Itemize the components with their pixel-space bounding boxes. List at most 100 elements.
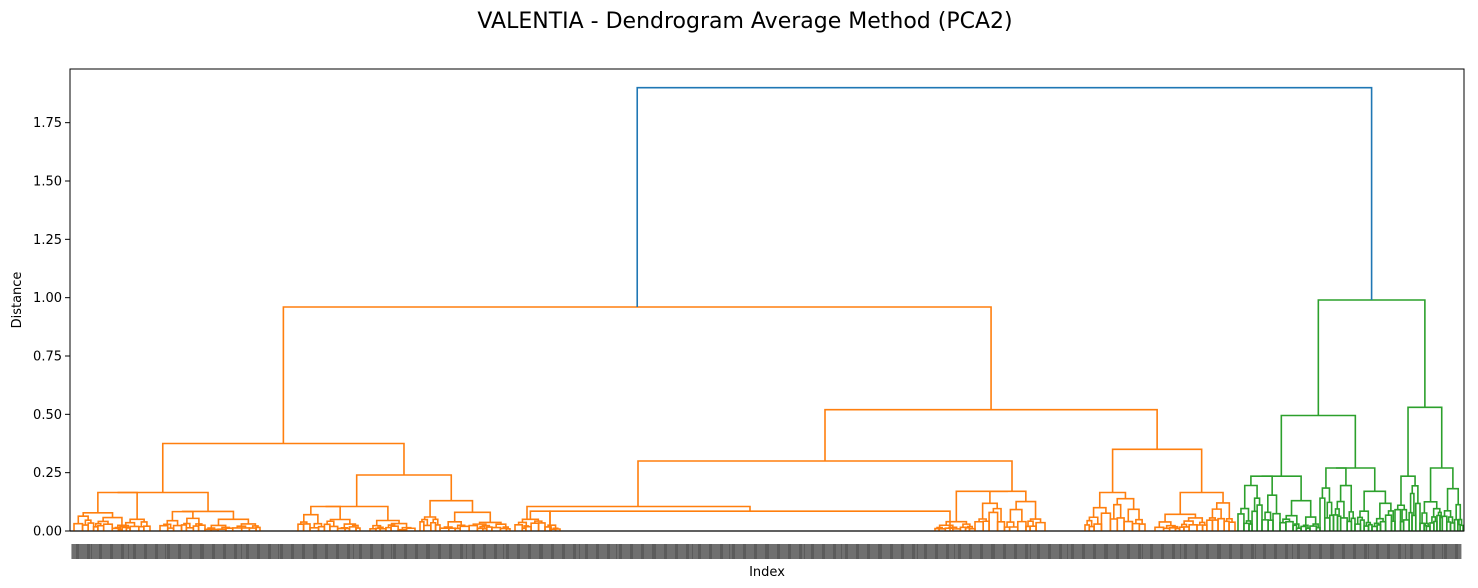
dendrogram-link bbox=[1027, 520, 1034, 527]
y-tick-label: 0.50 bbox=[33, 408, 62, 423]
dendrogram-link bbox=[317, 525, 326, 531]
dendrogram-link bbox=[432, 518, 439, 525]
dendrogram-link bbox=[988, 511, 999, 531]
dendrogram-link bbox=[1411, 485, 1419, 504]
dendrogram-link bbox=[1321, 487, 1331, 503]
dendrogram-link bbox=[1123, 520, 1134, 531]
dendrogram-link bbox=[537, 522, 546, 531]
dendrogram-link bbox=[117, 491, 209, 512]
dendrogram-link bbox=[77, 515, 89, 524]
dendrogram-link bbox=[1317, 299, 1426, 416]
dendrogram-link bbox=[1127, 508, 1140, 522]
dendrogram-link bbox=[1437, 511, 1442, 518]
dendrogram-link bbox=[481, 524, 491, 528]
dendrogram-link bbox=[329, 525, 339, 531]
dendrogram-link bbox=[1111, 448, 1203, 493]
dendrogram-link bbox=[1429, 467, 1454, 502]
dendrogram-link bbox=[1228, 521, 1236, 531]
dendrogram-link bbox=[1029, 518, 1042, 523]
dendrogram-link bbox=[1016, 520, 1027, 531]
dendrogram-link bbox=[97, 524, 105, 531]
dendrogram-link bbox=[1164, 513, 1197, 522]
dendrogram-link bbox=[495, 523, 507, 528]
dendrogram-link bbox=[1309, 525, 1318, 531]
dendrogram-link bbox=[1035, 521, 1046, 531]
dendrogram-link bbox=[1319, 497, 1326, 531]
dendrogram-link bbox=[1302, 524, 1309, 529]
y-tick-label: 1.00 bbox=[33, 291, 62, 306]
dendrogram-link bbox=[166, 519, 179, 526]
dendrogram-link bbox=[143, 525, 151, 531]
dendrogram-link bbox=[1356, 516, 1364, 525]
dendrogram-link bbox=[251, 525, 259, 529]
dendrogram-link bbox=[1261, 519, 1269, 531]
dendrogram-link bbox=[122, 524, 130, 528]
dendrogram-link bbox=[1029, 525, 1037, 531]
dendrogram-link bbox=[159, 524, 169, 531]
dendrogram-link bbox=[1339, 484, 1353, 512]
dendrogram-link bbox=[1158, 521, 1172, 528]
dendrogram-link bbox=[1180, 523, 1188, 528]
x-leaf-tick-labels bbox=[71, 544, 1462, 559]
chart-title: VALENTIA - Dendrogram Average Method (PC… bbox=[477, 9, 1012, 34]
dendrogram-link bbox=[1240, 507, 1250, 521]
y-tick-label: 1.75 bbox=[33, 116, 62, 131]
dendrogram-link bbox=[1261, 475, 1302, 501]
dendrogram-link bbox=[1237, 513, 1245, 531]
dendrogram-link bbox=[197, 524, 206, 531]
dendrogram-link bbox=[1375, 517, 1384, 524]
dendrogram-link bbox=[1290, 499, 1312, 518]
dendrogram-link bbox=[530, 522, 540, 531]
dendrogram-link bbox=[310, 505, 341, 520]
dendrogram-link bbox=[1384, 514, 1393, 531]
dendrogram-link bbox=[1339, 517, 1348, 531]
dendrogram-link bbox=[1092, 506, 1107, 518]
dendrogram-link bbox=[996, 520, 1006, 531]
dendrogram-link bbox=[974, 520, 985, 531]
dendrogram-link bbox=[390, 525, 399, 531]
dendrogram-link bbox=[1394, 508, 1402, 531]
dendrogram-link bbox=[161, 442, 405, 493]
dendrogram-link bbox=[1131, 522, 1141, 531]
dendrogram-link bbox=[1402, 519, 1410, 531]
plot-frame bbox=[69, 68, 1465, 532]
dendrogram-link bbox=[945, 520, 968, 526]
dendrogram-link bbox=[303, 513, 319, 524]
y-tick-label: 0.00 bbox=[33, 525, 62, 540]
dendrogram-link bbox=[549, 510, 951, 531]
dendrogram-link bbox=[1387, 510, 1395, 522]
dendrogram-link bbox=[982, 520, 990, 531]
dendrogram-link bbox=[87, 522, 95, 531]
dendrogram-link bbox=[468, 524, 479, 531]
dendrogram-link bbox=[429, 499, 474, 517]
dendrogram-link bbox=[1443, 510, 1452, 518]
dendrogram-link bbox=[1217, 517, 1225, 531]
dendrogram-link bbox=[1188, 523, 1198, 531]
dendrogram-link bbox=[1285, 520, 1294, 531]
dendrogram-link bbox=[1250, 475, 1273, 496]
dendrogram-link bbox=[372, 524, 382, 529]
dendrogram-link bbox=[348, 526, 357, 531]
y-tick-label: 0.25 bbox=[33, 466, 62, 481]
dendrogram-link bbox=[1414, 502, 1421, 531]
dendrogram-link bbox=[1116, 517, 1125, 531]
dendrogram-link bbox=[1183, 520, 1194, 525]
dendrogram-link bbox=[478, 521, 502, 525]
dendrogram-link bbox=[340, 526, 349, 529]
dendrogram-link bbox=[938, 524, 954, 528]
dendrogram-link bbox=[1363, 490, 1387, 512]
dendrogram-link bbox=[1279, 521, 1287, 531]
dendrogram-link bbox=[1335, 467, 1376, 492]
dendrogram-link bbox=[297, 523, 305, 531]
dendrogram-link bbox=[1100, 512, 1112, 531]
dendrogram-link bbox=[401, 526, 412, 530]
dendrogram-link bbox=[1280, 414, 1357, 477]
dendrogram-link bbox=[636, 86, 1373, 307]
dendrogram-link bbox=[1400, 475, 1416, 506]
dendrogram-link bbox=[1267, 494, 1278, 514]
dendrogram-link bbox=[355, 474, 453, 507]
dendrogram-link bbox=[1206, 519, 1214, 531]
dendrogram-link bbox=[1379, 502, 1392, 519]
y-tick-label: 0.75 bbox=[33, 350, 62, 365]
dendrogram-link bbox=[172, 524, 183, 531]
